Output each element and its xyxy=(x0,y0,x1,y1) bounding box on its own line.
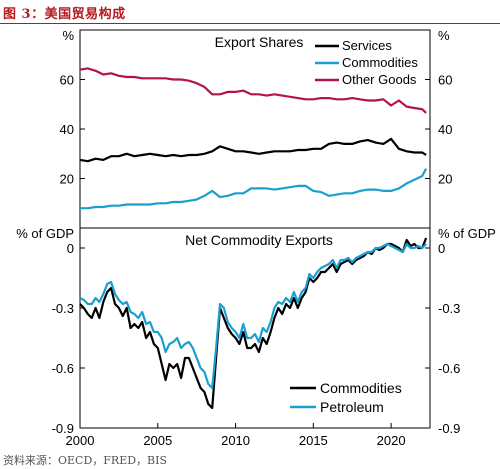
y-tick-label-left: 0 xyxy=(67,241,74,256)
y-tick-label-right: 40 xyxy=(438,122,452,137)
legend-label-other-goods: Other Goods xyxy=(342,72,417,87)
series-line-petroleum xyxy=(79,242,427,390)
panel-2-frame xyxy=(79,227,431,429)
y-tick-label-right: 0 xyxy=(438,241,445,256)
y-tick-label-right: 60 xyxy=(438,73,452,88)
legend-label-commodities: Commodities xyxy=(320,380,402,396)
y-tick-label-left: 60 xyxy=(60,73,74,88)
series-line-services xyxy=(79,137,427,163)
series-line-other-goods xyxy=(79,67,427,114)
y-tick-label-right: -0.9 xyxy=(438,421,460,436)
y-tick-label-right: -0.3 xyxy=(438,301,460,316)
panel-title: Net Commodity Exports xyxy=(185,232,333,248)
x-tick-label: 2010 xyxy=(221,433,250,448)
y-axis-unit-left: % xyxy=(62,28,74,43)
x-tick-label: 2020 xyxy=(377,433,406,448)
y-tick-label-right: 20 xyxy=(438,172,452,187)
y-tick-label-left: 20 xyxy=(60,172,74,187)
legend-label-petroleum: Petroleum xyxy=(320,399,384,415)
legend-label-services: Services xyxy=(342,38,392,53)
x-tick-label: 2005 xyxy=(143,433,172,448)
figure-title: 图 3：美国贸易构成 xyxy=(3,7,126,22)
y-tick-label-right: -0.6 xyxy=(438,361,460,376)
y-axis-unit-right: % xyxy=(438,28,450,43)
y-tick-label-left: -0.3 xyxy=(52,301,74,316)
source-note: 资料来源：OECD，FRED，BIS xyxy=(3,454,168,467)
title-divider xyxy=(0,23,500,24)
y-axis-unit-left: % of GDP xyxy=(16,226,74,241)
panel-title: Export Shares xyxy=(215,34,304,50)
x-tick-label: 2015 xyxy=(299,433,328,448)
y-tick-label-left: -0.6 xyxy=(52,361,74,376)
legend-label-commodities: Commodities xyxy=(342,55,418,70)
y-tick-label-left: 40 xyxy=(60,122,74,137)
y-tick-label-left: -0.9 xyxy=(52,421,74,436)
x-tick-label: 2000 xyxy=(66,433,95,448)
series-line-commodities xyxy=(80,168,428,210)
y-axis-unit-right: % of GDP xyxy=(438,226,496,241)
